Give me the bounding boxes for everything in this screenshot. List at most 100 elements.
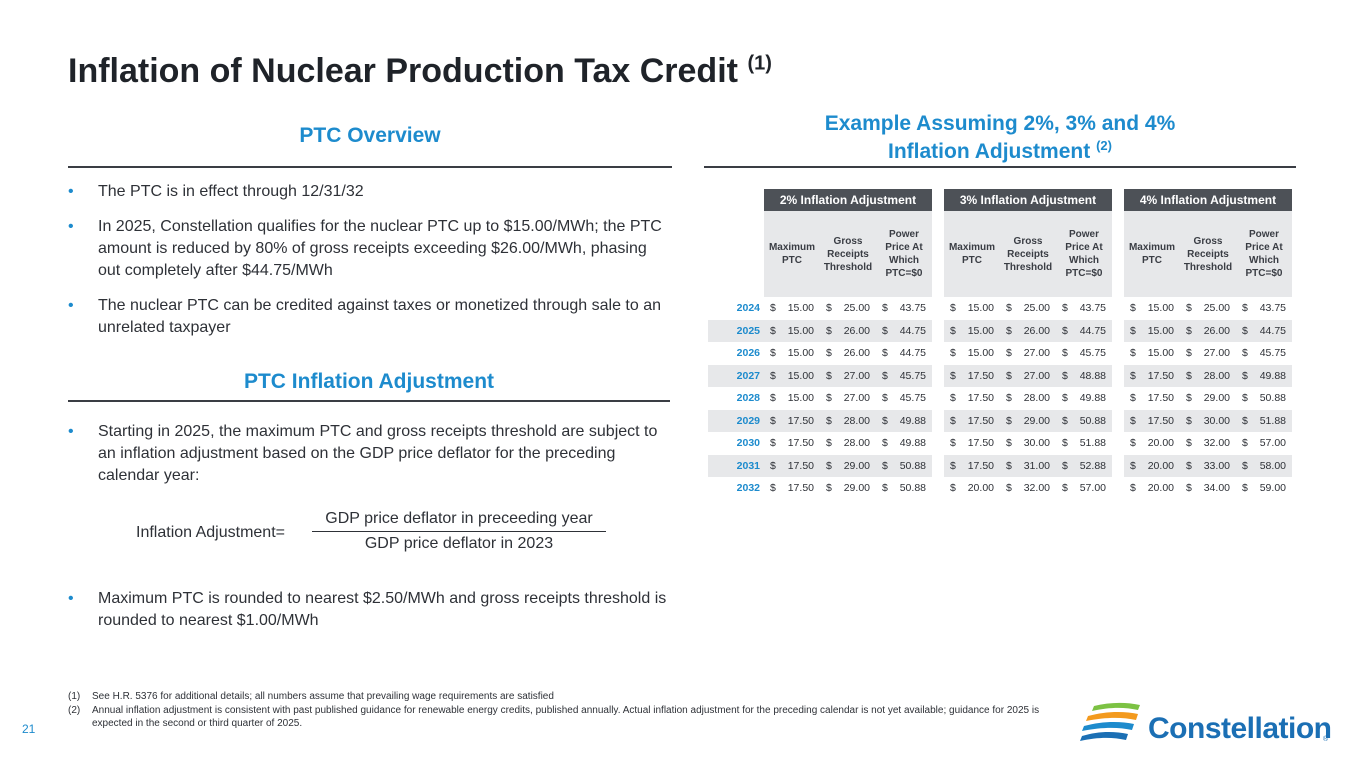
constellation-logo: Constellation ® [1080, 700, 1332, 748]
footnote: (1) See H.R. 5376 for additional details;… [68, 691, 554, 702]
currency-symbol: $ [1006, 392, 1012, 405]
table-cell: 28.00 [1194, 364, 1236, 387]
table-row: 2032 $17.50 $29.00 $50.88 $20.00 $32.00 $57.00… [708, 477, 1292, 500]
table-cell: 15.00 [1138, 319, 1180, 342]
currency-symbol: $ [1242, 347, 1248, 360]
table-cell: 15.00 [787, 302, 814, 315]
currency-symbol: $ [1056, 409, 1070, 432]
table-cell: 44.75 [890, 319, 932, 342]
table-cell: 26.00 [834, 319, 876, 342]
table-cell: 17.50 [778, 409, 820, 432]
page-number: 21 [22, 722, 36, 736]
currency-symbol: $ [1130, 347, 1136, 360]
table-row: 2031 $17.50 $29.00 $50.88 $17.50 $31.00 $52.88… [708, 454, 1292, 477]
currency-symbol: $ [1062, 302, 1068, 315]
table-cell: 45.75 [1079, 347, 1106, 360]
table-cell: 25.00 [1203, 302, 1230, 315]
currency-symbol: $ [950, 482, 956, 495]
currency-symbol: $ [820, 409, 834, 432]
table-cell: 45.75 [899, 392, 926, 405]
table-cell: 20.00 [967, 482, 994, 495]
currency-symbol: $ [770, 347, 776, 360]
table-cell: 30.00 [1023, 437, 1050, 450]
table-row: 2030 $17.50 $28.00 $49.88 $17.50 $30.00 $51.88… [708, 432, 1292, 455]
currency-symbol: $ [882, 347, 888, 360]
table-cell: 48.88 [1070, 364, 1112, 387]
currency-symbol: $ [826, 482, 832, 495]
table-row-year: 2032 [736, 482, 760, 495]
currency-symbol: $ [944, 364, 958, 387]
table-cell: 28.00 [843, 437, 870, 450]
fraction-bar [312, 531, 606, 532]
table-cell: 17.50 [967, 392, 994, 405]
currency-symbol: $ [882, 392, 888, 405]
table-cell: 20.00 [1138, 454, 1180, 477]
equation-numerator: GDP price deflator in preceeding year [325, 510, 593, 527]
table-cell: 49.88 [899, 437, 926, 450]
overview-bullet: The PTC is in effect through 12/31/32 [68, 181, 672, 203]
currency-symbol: $ [1124, 319, 1138, 342]
table-cell: 15.00 [778, 319, 820, 342]
equation-label: Inflation Adjustment= [136, 524, 285, 541]
currency-symbol: $ [1242, 302, 1248, 315]
table-cell: 50.88 [890, 454, 932, 477]
table-cell: 50.88 [899, 482, 926, 495]
table-cell: 17.50 [958, 409, 1000, 432]
currency-symbol: $ [1130, 482, 1136, 495]
example-heading-line1: Example Assuming 2%, 3% and 4% [824, 112, 1176, 135]
table-cell: 15.00 [1147, 302, 1174, 315]
currency-symbol: $ [1180, 319, 1194, 342]
overview-bullet: The nuclear PTC can be credited against … [68, 295, 672, 339]
table-cell: 17.50 [958, 364, 1000, 387]
inflation-bullet: Maximum PTC is rounded to nearest $2.50/… [68, 588, 672, 632]
currency-symbol: $ [1000, 364, 1014, 387]
currency-symbol: $ [820, 364, 834, 387]
table-column-header: Power Price At Which PTC=$0 [1056, 211, 1112, 297]
currency-symbol: $ [1006, 437, 1012, 450]
overview-bullets: The PTC is in effect through 12/31/32 In… [68, 181, 672, 339]
table-cell: 15.00 [787, 347, 814, 360]
currency-symbol: $ [1236, 364, 1250, 387]
table-cell: 17.50 [787, 482, 814, 495]
footnotes: (1) See H.R. 5376 for additional details;… [68, 690, 1058, 731]
table-cell: 43.75 [1079, 302, 1106, 315]
table-cell: 32.00 [1023, 482, 1050, 495]
currency-symbol: $ [1062, 437, 1068, 450]
table-row-year: 2028 [736, 392, 760, 405]
inflation-bullets: Starting in 2025, the maximum PTC and gr… [68, 421, 672, 487]
overview-bullet: In 2025, Constellation qualifies for the… [68, 216, 672, 282]
equation-fraction: GDP price deflator in preceeding year GD… [312, 510, 606, 553]
logo-registered-mark: ® [1323, 736, 1329, 743]
table-cell: 15.00 [787, 392, 814, 405]
table-cell: 51.88 [1079, 437, 1106, 450]
table-cell: 45.75 [890, 364, 932, 387]
table-cell: 57.00 [1259, 437, 1286, 450]
currency-symbol: $ [1056, 454, 1070, 477]
table-group-header-row: 2% Inflation Adjustment 3% Inflation Adj… [708, 189, 1292, 211]
table-column-header: Gross Receipts Threshold [820, 211, 876, 297]
table-row: 2024 $15.00 $25.00 $43.75 $15.00 $25.00 $43.75… [708, 297, 1292, 320]
currency-symbol: $ [1130, 302, 1136, 315]
currency-symbol: $ [1130, 392, 1136, 405]
table-column-header: Gross Receipts Threshold [1180, 211, 1236, 297]
currency-symbol: $ [1186, 302, 1192, 315]
table-row: 2029 $17.50 $28.00 $49.88 $17.50 $29.00 $50.88… [708, 409, 1292, 432]
equation-denominator: GDP price deflator in 2023 [364, 535, 554, 552]
ptc-inflation-table: 2% Inflation Adjustment 3% Inflation Adj… [708, 189, 1292, 500]
currency-symbol: $ [770, 437, 776, 450]
table-cell: 17.50 [1138, 409, 1180, 432]
currency-symbol: $ [764, 364, 778, 387]
currency-symbol: $ [944, 454, 958, 477]
currency-symbol: $ [1006, 302, 1012, 315]
table-cell: 34.00 [1203, 482, 1230, 495]
currency-symbol: $ [1186, 392, 1192, 405]
overview-divider [68, 166, 672, 168]
table-cell: 29.00 [1203, 392, 1230, 405]
table-column-header: Power Price At Which PTC=$0 [1236, 211, 1292, 297]
currency-symbol: $ [950, 347, 956, 360]
currency-symbol: $ [826, 437, 832, 450]
currency-symbol: $ [1124, 364, 1138, 387]
currency-symbol: $ [1130, 437, 1136, 450]
currency-symbol: $ [1000, 454, 1014, 477]
table-cell: 17.50 [967, 437, 994, 450]
